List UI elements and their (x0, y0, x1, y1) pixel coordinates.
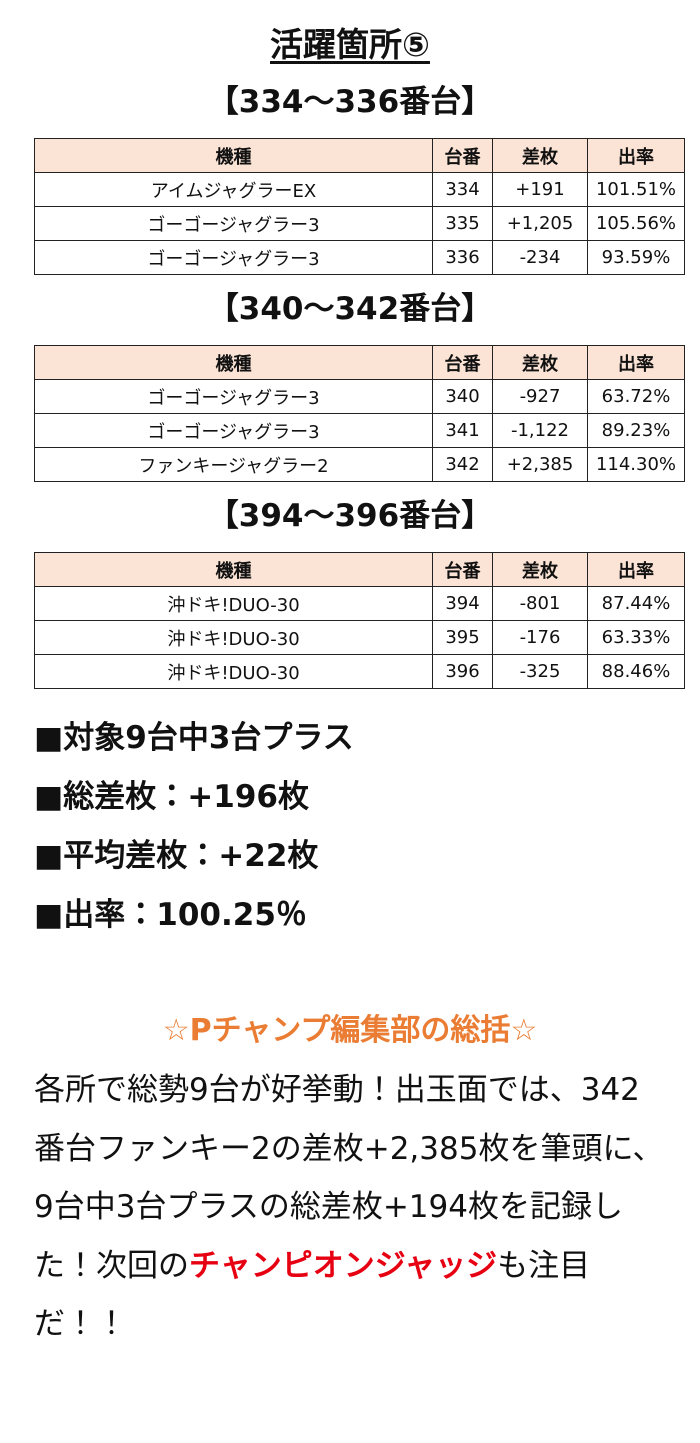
summary-line: ■出率：100.25％ (34, 897, 307, 933)
cell: -176 (492, 620, 588, 655)
header-cell: 機種 (34, 138, 433, 173)
cell: 89.23% (587, 413, 685, 448)
header-row: 機種 台番 差枚 出率 (34, 138, 685, 173)
header-cell: 差枚 (492, 552, 588, 587)
cell: -325 (492, 654, 588, 689)
row: 沖ドキ!DUO-30 396 -325 88.46% (34, 654, 685, 689)
summary-line: ■平均差枚：+22枚 (34, 838, 319, 874)
section-heading: 【334～336番台】 (207, 84, 493, 120)
cell: -927 (492, 379, 588, 414)
header-cell: 差枚 (492, 345, 588, 380)
row: 沖ドキ!DUO-30 395 -176 63.33% (34, 620, 685, 655)
header-cell: 機種 (34, 345, 433, 380)
cell: +2,385 (492, 447, 588, 482)
header-cell: 台番 (432, 138, 493, 173)
row: アイムジャグラーEX 334 +191 101.51% (34, 172, 685, 207)
cell: 334 (432, 172, 493, 207)
cell: 101.51% (587, 172, 685, 207)
cell: 395 (432, 620, 493, 655)
title-text: 活躍箇所⑤ (270, 25, 430, 64)
section: 【394～396番台】 機種 台番 差枚 出率 沖ドキ!DUO-30 394 -801 87.4… (0, 494, 700, 689)
cell: 335 (432, 206, 493, 241)
cell: 336 (432, 240, 493, 275)
summary-line: ■対象9台中3台プラス (34, 720, 354, 756)
row: 沖ドキ!DUO-30 394 -801 87.44% (34, 586, 685, 621)
sections: 【334～336番台】 機種 台番 差枚 出率 アイムジャグラーEX 334 +191 101.… (0, 80, 700, 689)
cell: 88.46% (587, 654, 685, 689)
cell: -234 (492, 240, 588, 275)
header-cell: 差枚 (492, 138, 588, 173)
row: ゴーゴージャグラー3 340 -927 63.72% (34, 379, 685, 414)
header-cell: 機種 (34, 552, 433, 587)
table: 機種 台番 差枚 出率 沖ドキ!DUO-30 394 -801 87.44% 沖ドキ!DUO-3… (34, 552, 685, 689)
cell: 340 (432, 379, 493, 414)
cell: ゴーゴージャグラー3 (34, 413, 433, 448)
cell: -801 (492, 586, 588, 621)
header-cell: 台番 (432, 345, 493, 380)
cell: 63.33% (587, 620, 685, 655)
cell: 沖ドキ!DUO-30 (34, 586, 433, 621)
cell: アイムジャグラーEX (34, 172, 433, 207)
cell: 114.30% (587, 447, 685, 482)
section-heading: 【340～342番台】 (207, 291, 493, 327)
summary: ■対象9台中3台プラス ■総差枚：+196枚 ■平均差枚：+22枚 ■出率：100.2… (34, 709, 700, 945)
summary-line: ■総差枚：+196枚 (34, 779, 309, 815)
section: 【340～342番台】 機種 台番 差枚 出率 ゴーゴージャグラー3 340 -927 63.7… (0, 287, 700, 482)
comment-body: 各所で総勢9台が好挙動！出玉面では、342番台ファンキー2の差枚+2,385枚を… (34, 1061, 670, 1354)
cell: ゴーゴージャグラー3 (34, 240, 433, 275)
header-cell: 出率 (587, 345, 685, 380)
cell: 沖ドキ!DUO-30 (34, 654, 433, 689)
table: 機種 台番 差枚 出率 アイムジャグラーEX 334 +191 101.51% ゴーゴージャグラ… (34, 138, 685, 275)
cell: 93.59% (587, 240, 685, 275)
cell: ファンキージャグラー2 (34, 447, 433, 482)
row: ゴーゴージャグラー3 341 -1,122 89.23% (34, 413, 685, 448)
cell: -1,122 (492, 413, 588, 448)
row: ゴーゴージャグラー3 335 +1,205 105.56% (34, 206, 685, 241)
cell: 沖ドキ!DUO-30 (34, 620, 433, 655)
title: 活躍箇所⑤ (0, 0, 700, 68)
cell: ゴーゴージャグラー3 (34, 206, 433, 241)
cell: +1,205 (492, 206, 588, 241)
cell: 342 (432, 447, 493, 482)
cell: 394 (432, 586, 493, 621)
header-row: 機種 台番 差枚 出率 (34, 345, 685, 380)
comment-title: ☆Pチャンプ編集部の総括☆ (162, 1013, 538, 1048)
cell: +191 (492, 172, 588, 207)
header-row: 機種 台番 差枚 出率 (34, 552, 685, 587)
cell: ゴーゴージャグラー3 (34, 379, 433, 414)
cell: 341 (432, 413, 493, 448)
table: 機種 台番 差枚 出率 ゴーゴージャグラー3 340 -927 63.72% ゴーゴージャグラー… (34, 345, 685, 482)
cell: 63.72% (587, 379, 685, 414)
header-cell: 台番 (432, 552, 493, 587)
header-cell: 出率 (587, 552, 685, 587)
section: 【334～336番台】 機種 台番 差枚 出率 アイムジャグラーEX 334 +191 101.… (0, 80, 700, 275)
header-cell: 出率 (587, 138, 685, 173)
comment-text: 各所で総勢9台が好挙動！出玉面では、342番台ファンキー2の差枚+2,385枚を… (34, 1072, 664, 1284)
comment-text: も注目だ！！ (34, 1247, 591, 1343)
row: ファンキージャグラー2 342 +2,385 114.30% (34, 447, 685, 482)
cell: 105.56% (587, 206, 685, 241)
cell: 396 (432, 654, 493, 689)
comment-highlight: チャンピオンジャッジ (189, 1247, 498, 1284)
row: ゴーゴージャグラー3 336 -234 93.59% (34, 240, 685, 275)
cell: 87.44% (587, 586, 685, 621)
section-heading: 【394～396番台】 (207, 498, 493, 534)
